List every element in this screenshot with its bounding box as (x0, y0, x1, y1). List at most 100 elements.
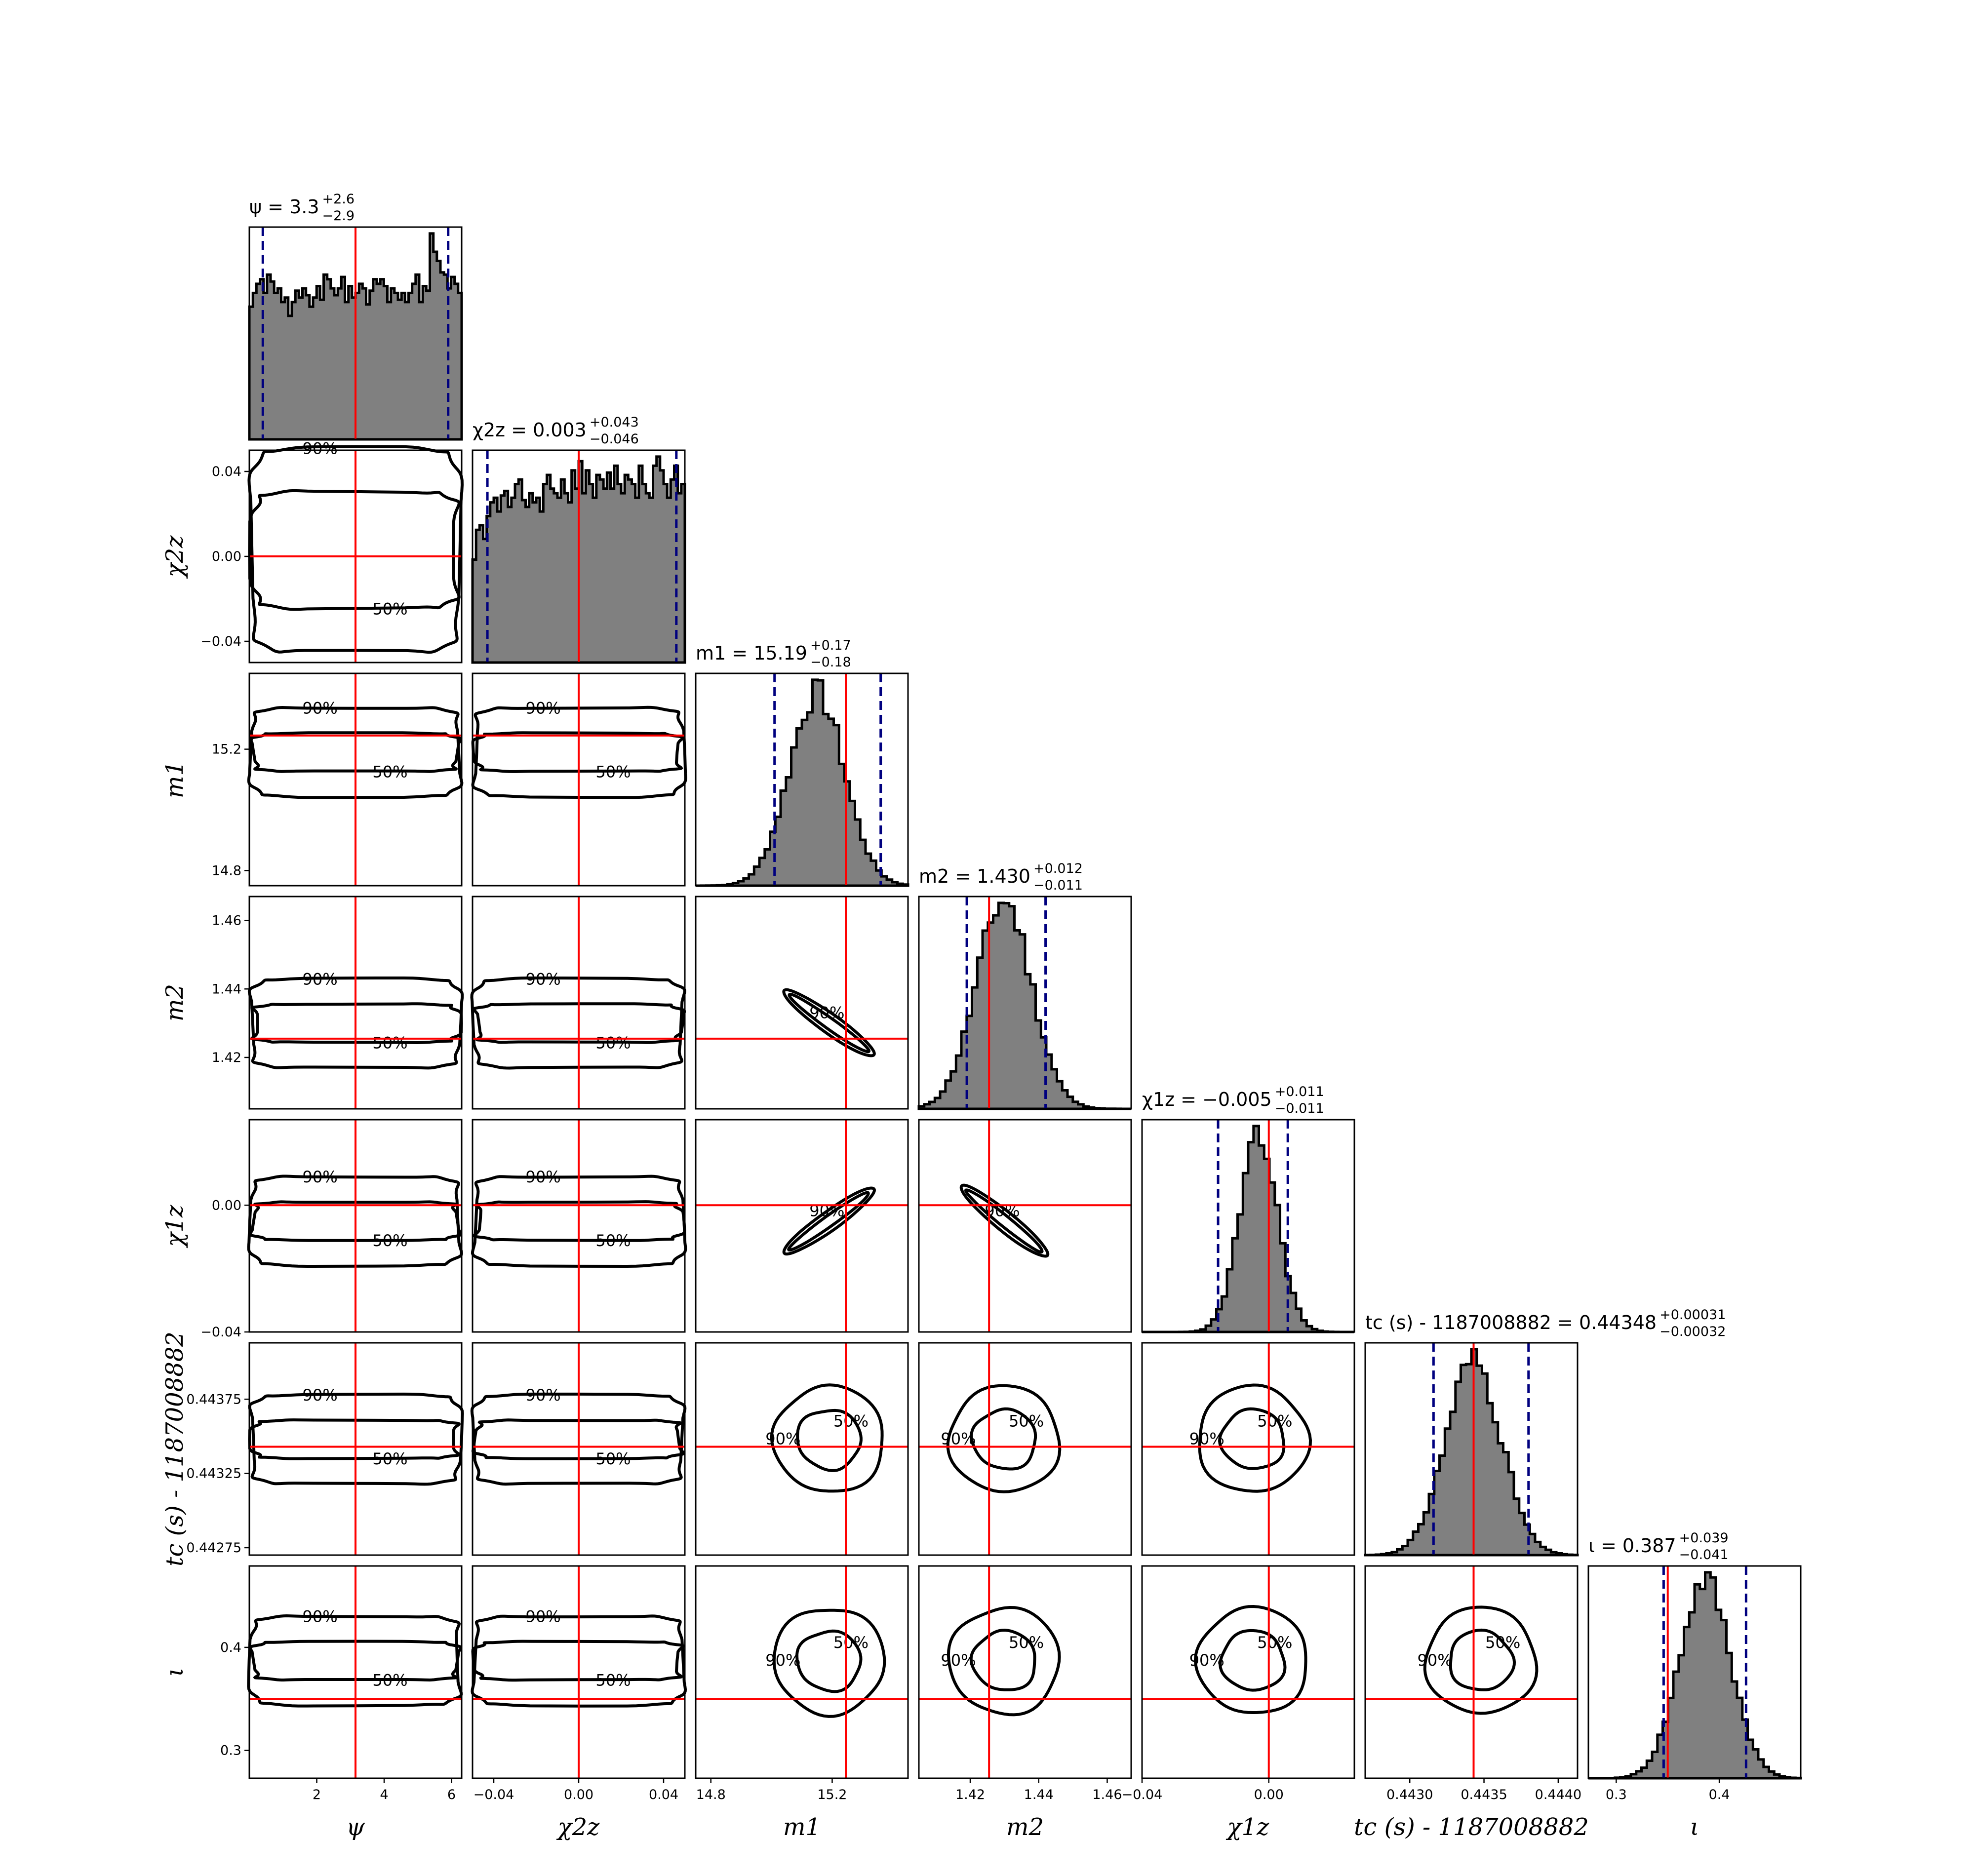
contour-label-50: 50% (833, 1633, 869, 1652)
contour-90 (959, 1183, 1050, 1258)
contour-label-90: 90% (941, 1429, 976, 1448)
panel-tc-chi2z: 90% 50% (470, 1342, 687, 1556)
x-tick-label: 0.04 (649, 1787, 678, 1802)
contour-label-90: 90% (526, 1607, 561, 1626)
panel-tc-m2: 90% 50% (918, 1342, 1132, 1556)
panel-iota-psi: 90% 50% 0.3 0.4 ι 2 4 6 ψ (161, 1565, 463, 1841)
contour-label-90: 90% (1418, 1651, 1453, 1670)
contour-label-50: 50% (372, 599, 407, 618)
title-upper-error: +0.012 (1033, 861, 1083, 876)
x-tick-label: 4 (380, 1787, 388, 1802)
contour-label-90: 90% (765, 1429, 800, 1448)
contour-50 (250, 1002, 463, 1045)
panel-chi1z-chi1z: χ1z = −0.005 +0.011 −0.011 (1141, 1084, 1355, 1333)
panel-frame (695, 1342, 909, 1556)
panel-frame (695, 1565, 909, 1779)
contour-50 (1218, 1407, 1286, 1470)
panel-m2-m2: m2 = 1.430 +0.012 −0.011 (917, 861, 1132, 1110)
contour-90 (946, 1384, 1062, 1493)
panel-chi1z-m1: 90% (695, 1119, 909, 1333)
histogram-iota (1588, 1571, 1802, 1780)
title-m1: m1 = 15.19 (696, 642, 807, 664)
contour-label-90: 90% (303, 699, 338, 717)
y-tick-label: 14.8 (212, 863, 241, 878)
contour-label-50: 50% (372, 1231, 407, 1250)
contour-label-90: 90% (303, 439, 338, 458)
panel-frame (248, 449, 463, 664)
panel-frame (918, 896, 1132, 1110)
title-upper-error: +2.6 (322, 192, 355, 207)
title-lower-error: −2.9 (322, 208, 355, 224)
panel-frame (918, 1565, 1132, 1779)
panel-frame (248, 226, 463, 440)
y-axis-label-iota: ι (161, 1668, 189, 1677)
contour-50 (1219, 1629, 1287, 1692)
contour-90 (471, 1174, 687, 1268)
contour-90 (248, 1392, 464, 1486)
x-axis-label-iota: ι (1690, 1813, 1699, 1841)
panel-frame (248, 672, 463, 887)
y-tick-label: 0.04 (212, 464, 241, 479)
contour-label-90: 90% (765, 1651, 800, 1670)
x-tick-label: 0.4430 (1386, 1787, 1433, 1802)
panel-frame (472, 896, 686, 1110)
contour-label-50: 50% (833, 1412, 869, 1431)
x-axis-label-chi2z: χ2z (556, 1813, 600, 1841)
x-axis-label-m1: m1 (783, 1813, 821, 1841)
contour-90 (782, 988, 876, 1057)
x-tick-label: 0.00 (564, 1787, 593, 1802)
contour-label-50: 50% (372, 1033, 407, 1052)
panel-frame (248, 1342, 463, 1556)
contour-label-50: 50% (595, 762, 631, 781)
x-axis-label-m2: m2 (1006, 1813, 1044, 1841)
contour-50 (472, 1418, 685, 1460)
x-tick-label: −0.04 (474, 1787, 514, 1802)
x-tick-label: 1.46 (1092, 1787, 1122, 1802)
contour-label-50: 50% (595, 1449, 631, 1468)
contour-50 (471, 731, 685, 773)
contour-label-50: 50% (372, 1449, 407, 1468)
y-tick-label: −0.04 (200, 634, 241, 649)
histogram-tc (1364, 1348, 1579, 1557)
x-tick-label: 1.44 (1024, 1787, 1054, 1802)
contour-50 (248, 1418, 461, 1460)
contour-label-90: 90% (526, 699, 561, 717)
title-lower-error: −0.041 (1679, 1547, 1729, 1563)
contour-50 (473, 1200, 686, 1242)
panel-frame (1587, 1565, 1802, 1779)
x-tick-label: 0.4440 (1535, 1787, 1581, 1802)
title-chi2z: χ2z = 0.003 (473, 419, 587, 441)
panel-frame (918, 1119, 1132, 1333)
contour-label-90: 90% (809, 1201, 844, 1220)
y-tick-label: 0.3 (220, 1743, 241, 1759)
contour-90 (1193, 1604, 1307, 1715)
panel-frame (248, 896, 463, 1110)
contour-label-90: 90% (303, 1607, 338, 1626)
title-chi1z: χ1z = −0.005 (1142, 1089, 1272, 1110)
contour-90 (471, 705, 687, 799)
title-lower-error: −0.046 (590, 431, 639, 447)
contour-label-90: 90% (526, 1168, 561, 1186)
histogram-chi1z (1142, 1125, 1354, 1333)
panel-frame (918, 1342, 1132, 1556)
contour-50 (248, 489, 461, 611)
contour-90 (1423, 1605, 1539, 1715)
x-axis-label-tc: tc (s) - 1187008882 (1354, 1813, 1589, 1841)
contour-50 (969, 1628, 1036, 1691)
y-tick-label: 1.42 (212, 1050, 241, 1065)
contour-50 (248, 731, 463, 773)
contour-label-50: 50% (1257, 1412, 1292, 1431)
y-axis-label-m1: m1 (161, 761, 189, 798)
contour-label-90: 90% (1189, 1651, 1224, 1670)
panel-frame (1364, 1565, 1579, 1779)
panel-frame (1141, 1342, 1355, 1556)
panel-iota-chi1z: 90% 50% −0.04 0.00 χ1z (1122, 1565, 1355, 1841)
contour-label-50: 50% (1257, 1633, 1292, 1652)
title-upper-error: +0.043 (590, 415, 639, 430)
x-tick-label: 0.3 (1606, 1787, 1627, 1802)
contour-50 (964, 1188, 1044, 1254)
panel-chi1z-m2: 90% (918, 1119, 1132, 1333)
contour-label-50: 50% (372, 762, 407, 781)
contour-50 (970, 1407, 1037, 1471)
contour-90 (247, 705, 464, 799)
